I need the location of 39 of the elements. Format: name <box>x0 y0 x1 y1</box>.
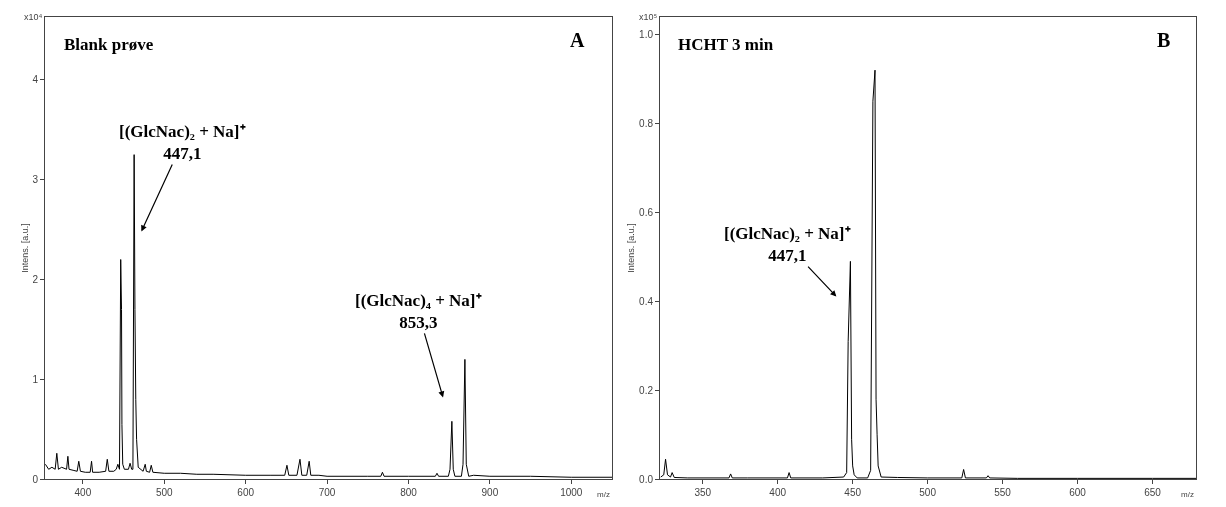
x-tick-label: 900 <box>481 487 499 499</box>
text: HCHT 3 min <box>678 35 774 54</box>
y-tick-label: 0.6 <box>639 206 654 218</box>
annotation: [(GlcNac)₂ + Na]⁺ 447,1 <box>119 122 246 164</box>
x-tick-label: 600 <box>237 487 255 499</box>
x-tick-label: 550 <box>994 487 1012 499</box>
annotation: [(GlcNac)₄ + Na]⁺ 853,3 <box>355 291 482 333</box>
y-tick-label: 1 <box>32 373 39 385</box>
x-tick-label: 500 <box>919 487 937 499</box>
x-tick-label: 350 <box>694 487 712 499</box>
x-tick-label: 500 <box>155 487 174 499</box>
x-tick-label: 700 <box>318 487 336 499</box>
x-tick-label: 450 <box>844 487 862 499</box>
text: x10⁵ <box>639 12 658 22</box>
y-tick-label: 4 <box>32 74 39 86</box>
y-tick-label: 1.0 <box>639 29 654 41</box>
y-tick-label: 2 <box>32 273 39 285</box>
x-tick-label: 800 <box>400 487 418 499</box>
annotation: [(GlcNac)₂ + Na]⁺ 447,1 <box>724 224 851 266</box>
y-tick-label: 0.2 <box>639 384 654 396</box>
y-axis-title: Intens. [a.u.] <box>19 223 30 273</box>
y-tick-label: 0.0 <box>639 473 654 485</box>
annotation: B <box>1157 29 1171 51</box>
x-tick-label: 650 <box>1144 487 1162 499</box>
annotation: A <box>570 29 585 51</box>
y-tick-label: 3 <box>32 174 39 186</box>
text: x10⁴ <box>24 12 43 22</box>
y-axis-title: Intens. [a.u.] <box>626 223 637 273</box>
x-tick-label: 400 <box>769 487 787 499</box>
line-series <box>660 69 1196 479</box>
y-tick-label: 0.4 <box>639 295 654 307</box>
y-tick-label: 0 <box>32 473 39 485</box>
x-tick-label: 400 <box>74 487 92 499</box>
x-tick-label: 600 <box>1069 487 1087 499</box>
text: Blank prøve <box>64 35 154 54</box>
y-tick-label: 0.8 <box>639 118 654 130</box>
x-axis-title: m/z <box>1181 490 1194 499</box>
x-axis-title: m/z <box>597 490 610 499</box>
x-tick-label: 1000 <box>560 487 583 499</box>
